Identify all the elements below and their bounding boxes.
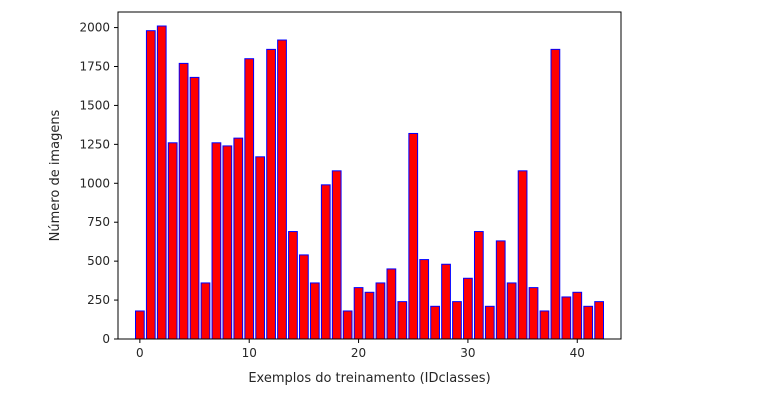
bar-class-41 xyxy=(583,305,594,340)
bar-class-20 xyxy=(353,287,364,340)
bar-class-2 xyxy=(156,25,167,340)
bar-class-33 xyxy=(495,240,506,340)
bar-class-5 xyxy=(189,76,200,340)
bar-class-23 xyxy=(386,268,397,340)
bar-class-42 xyxy=(594,301,605,340)
bars-group xyxy=(134,25,605,340)
bar-class-22 xyxy=(375,282,386,340)
bar-class-18 xyxy=(331,170,342,340)
bar-class-36 xyxy=(528,287,539,340)
x-tick-label: 40 xyxy=(570,346,585,360)
bar-class-40 xyxy=(572,291,583,340)
x-axis-label: Exemplos do treinamento (IDclasses) xyxy=(248,371,490,386)
x-tick-label: 20 xyxy=(351,346,366,360)
bar-class-32 xyxy=(484,305,495,340)
bar-class-6 xyxy=(200,282,211,340)
bar-class-8 xyxy=(222,145,233,340)
bar-class-7 xyxy=(211,142,222,340)
y-tick-label: 250 xyxy=(87,293,110,307)
plot-frame xyxy=(117,11,622,340)
bar-class-0 xyxy=(134,310,145,340)
bar-class-29 xyxy=(452,301,462,340)
x-tick-label: 0 xyxy=(136,346,144,360)
bar-class-38 xyxy=(550,48,561,340)
bar-class-35 xyxy=(517,170,528,340)
bar-class-9 xyxy=(233,137,244,340)
bar-class-13 xyxy=(277,39,287,340)
bar-class-10 xyxy=(244,58,255,340)
y-tick-label: 500 xyxy=(87,254,110,268)
bar-class-26 xyxy=(419,259,430,340)
bar-class-34 xyxy=(506,282,517,340)
bar-class-37 xyxy=(539,310,550,340)
bar-class-19 xyxy=(342,310,353,340)
y-tick-label: 1500 xyxy=(79,98,110,112)
bar-class-15 xyxy=(299,254,309,340)
bar-class-16 xyxy=(309,282,320,340)
bar-class-21 xyxy=(364,291,375,340)
bar-class-11 xyxy=(255,156,266,340)
bar-class-3 xyxy=(167,142,178,340)
x-axis-ticks: 0 10 20 30 40 xyxy=(136,339,585,360)
y-tick-label: 1000 xyxy=(79,176,110,190)
bar-class-12 xyxy=(266,48,276,340)
x-tick-label: 10 xyxy=(242,346,257,360)
bar-class-25 xyxy=(408,132,419,340)
y-tick-label: 750 xyxy=(87,215,110,229)
bar-class-28 xyxy=(441,263,451,340)
bar-class-27 xyxy=(430,305,440,340)
bar-class-4 xyxy=(178,62,189,340)
bar-class-17 xyxy=(320,184,331,340)
bar-class-24 xyxy=(397,301,408,340)
bar-class-31 xyxy=(473,231,484,340)
y-tick-label: 1750 xyxy=(79,60,110,74)
y-tick-label: 1250 xyxy=(79,137,110,151)
y-axis-ticks: 0 250 500 750 1000 1250 1500 1750 2000 xyxy=(79,21,118,346)
y-tick-label: 2000 xyxy=(79,21,110,35)
bar-class-39 xyxy=(561,296,572,340)
bar-class-30 xyxy=(463,277,473,340)
x-tick-label: 30 xyxy=(460,346,475,360)
bar-class-1 xyxy=(145,30,156,340)
bar-class-14 xyxy=(288,231,298,340)
y-tick-label: 0 xyxy=(102,332,110,346)
y-axis-label: Número de imagens xyxy=(48,109,63,241)
